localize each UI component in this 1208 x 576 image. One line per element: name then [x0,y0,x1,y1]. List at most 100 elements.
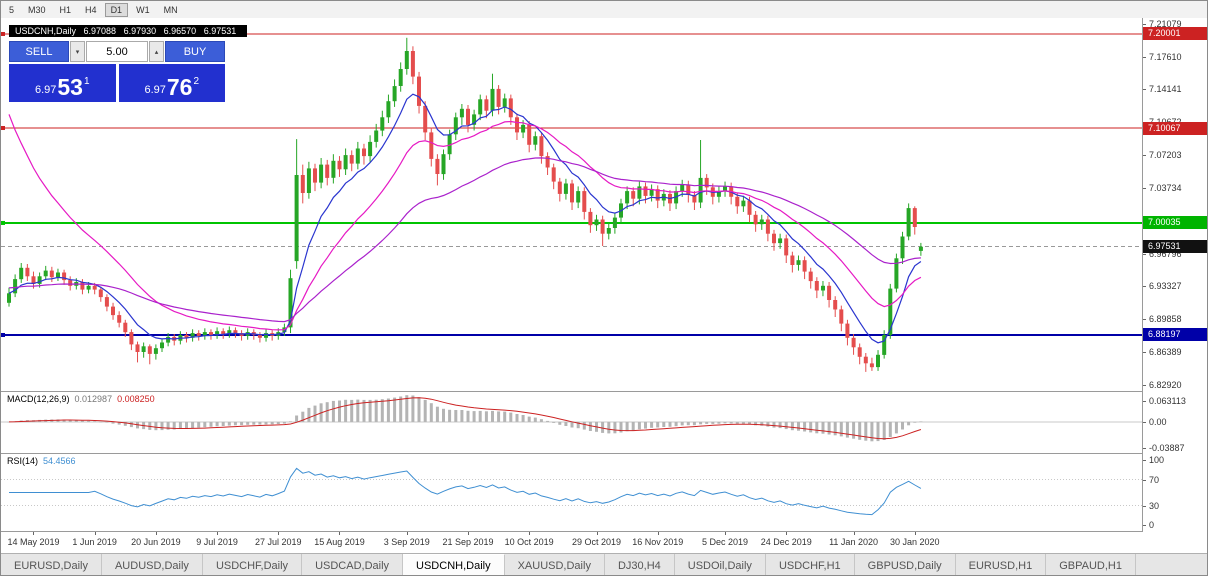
date-label: 1 Jun 2019 [72,537,117,547]
macd-indicator-panel[interactable]: MACD(12,26,9) 0.012987 0.008250 [1,392,1142,453]
date-tick [406,532,408,535]
ohlc-low: 6.96570 [163,26,197,36]
date-tick [596,532,598,535]
chart-tab-audusd[interactable]: AUDUSD,Daily [102,554,203,575]
axis-tick [1143,89,1146,91]
macd-main-value: 0.012987 [74,394,113,404]
date-tick [529,532,531,535]
chart-tab-usdcad[interactable]: USDCAD,Daily [302,554,404,575]
date-tick [786,532,788,535]
date-tick [155,532,157,535]
date-tick [33,532,35,535]
rsi-value: 54.4566 [43,456,76,466]
buy-price-point: 2 [193,76,200,87]
panel-separator[interactable] [1,391,1207,392]
chart-tabs-bar: EURUSD,Daily AUDUSD,Daily USDCHF,Daily USDC… [1,553,1207,575]
buy-price-base: 6.97 [144,84,166,96]
chart-tab-eurusd[interactable]: EURUSD,H1 [956,554,1047,575]
chart-tab-eurusd[interactable]: EURUSD,Daily [1,554,102,575]
timeframe-toolbar: 5 M30 H1 H4 D1 W1 MN [1,1,1207,19]
price-scale-label: 7.17610 [1149,51,1182,62]
date-label: 27 Jul 2019 [254,537,302,547]
macd-scale-label: 0.063113 [1149,396,1186,406]
chart-tab-usdcnh[interactable]: USDCNH,Daily [403,554,505,575]
date-axis[interactable]: 14 May 2019 1 Jun 2019 20 Jun 2019 9 Jul 20… [1,532,1207,553]
buy-button[interactable]: BUY [165,41,225,62]
axis-tick [1143,421,1146,423]
volume-up-button[interactable]: ▴ [149,41,164,62]
chart-tab-gbpusd[interactable]: GBPUSD,Daily [855,554,956,575]
rsi-indicator-panel[interactable]: RSI(14) 54.4566 [1,454,1142,531]
buy-price-display[interactable]: 6.97 76 2 [118,64,225,102]
panel-separator [1,531,1207,532]
chart-tab-dj30[interactable]: DJ30,H4 [605,554,675,575]
price-scale-label: 6.93327 [1149,281,1182,292]
date-tick [278,532,280,535]
axis-tick [1143,187,1146,189]
axis-tick [1143,319,1146,321]
panel-separator[interactable] [1,453,1207,454]
chart-tab-usdoil[interactable]: USDOil,Daily [675,554,766,575]
price-scale-label: 6.89858 [1149,314,1182,325]
rsi-scale-label: 0 [1149,520,1155,530]
sell-price-point: 1 [83,76,90,87]
sell-button[interactable]: SELL [9,41,69,62]
date-label: 21 Sep 2019 [442,537,494,547]
date-tick [468,532,469,535]
price-badge: 6.88197 [1143,328,1207,342]
macd-canvas[interactable] [1,392,1142,453]
date-label: 9 Jul 2019 [196,537,238,547]
rsi-canvas[interactable] [1,454,1142,531]
rsi-scale-label: 30 [1149,500,1160,511]
date-label: 30 Jan 2020 [889,537,940,547]
timeframe-button-h1[interactable]: H1 [59,4,72,15]
axis-tick [1143,525,1146,526]
price-scale-label: 7.21079 [1149,18,1182,29]
macd-label: MACD(12,26,9) 0.012987 0.008250 [7,394,155,404]
price-badge: 7.20001 [1143,27,1207,41]
chart-tab-xauusd[interactable]: XAUUSD,Daily [505,554,605,575]
volume-input[interactable]: 5.00 [86,41,148,62]
timeframe-button-d1[interactable]: D1 [104,2,129,17]
axis-tick [1143,253,1146,255]
timeframe-button-m30[interactable]: M30 [28,4,46,15]
axis-tick [1143,23,1146,25]
chart-tab-gbpaud[interactable]: GBPAUD,H1 [1046,554,1136,575]
date-tick [94,532,96,535]
timeframe-button-mn[interactable]: MN [163,4,178,15]
rsi-scale-label: 70 [1149,474,1160,485]
date-label: 14 May 2019 [7,537,60,547]
date-label: 29 Oct 2019 [571,537,622,547]
ohlc-info-bar: USDCNH,Daily 6.97088 6.97930 6.96570 6.9… [9,25,248,37]
volume-down-button[interactable]: ▾ [70,41,85,62]
timeframe-button-h4[interactable]: H4 [85,4,97,15]
price-chart-panel[interactable]: USDCNH,Daily 6.97088 6.97930 6.96570 6.9… [1,18,1142,391]
axis-tick [1143,352,1146,354]
macd-scale-label: -0.03887 [1149,443,1185,453]
price-chart-canvas[interactable] [1,18,1142,391]
price-scale-axis[interactable]: 7.210797.176107.141417.106727.072037.037… [1142,18,1207,532]
one-click-trade-panel: SELL ▾ 5.00 ▴ BUY 6.97 53 1 6.97 76 2 [9,41,225,102]
timeframe-button-5[interactable]: 5 [9,4,15,15]
axis-tick [1143,155,1146,157]
price-scale-label: 6.96796 [1149,248,1182,259]
sell-price-display[interactable]: 6.97 53 1 [9,64,116,102]
chart-tab-usdchf[interactable]: USDCHF,H1 [766,554,855,575]
axis-tick [1143,479,1146,481]
date-tick [853,532,855,535]
date-label: 24 Dec 2019 [760,537,812,547]
rsi-scale-label: 100 [1149,455,1165,465]
date-tick [339,532,341,535]
axis-tick [1143,505,1146,507]
axis-tick [1143,384,1146,386]
axis-tick [1143,448,1146,449]
timeframe-button-w1[interactable]: W1 [136,4,150,15]
rsi-label: RSI(14) 54.4566 [7,456,76,466]
price-scale-label: 7.14141 [1149,84,1182,95]
date-tick [217,532,219,535]
chart-tab-usdchf[interactable]: USDCHF,Daily [203,554,303,575]
axis-tick [1143,56,1146,58]
axis-tick [1143,460,1146,461]
date-label: 3 Sep 2019 [383,537,430,547]
